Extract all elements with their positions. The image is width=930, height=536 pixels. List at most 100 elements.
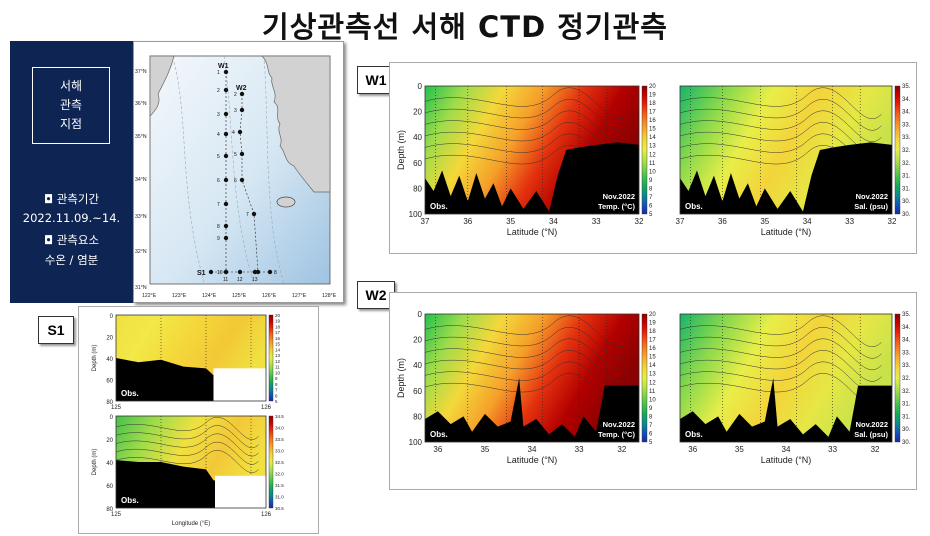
colorbar-label: 31.5 — [902, 402, 910, 408]
y-tick-label: 0 — [418, 310, 423, 319]
y-tick-label: 60 — [106, 379, 113, 385]
colorbar-label: 32.0 — [275, 472, 284, 477]
colorbar-label: 30.0 — [902, 440, 910, 446]
station-label-box: 서해 관측 지점 — [32, 67, 110, 144]
colorbar-label: 12 — [649, 380, 656, 386]
y-tick-label: 60 — [413, 159, 422, 168]
colorbar-label: 14 — [649, 135, 656, 141]
colorbar-label: 13 — [275, 353, 281, 358]
s1-temp-section: 201918171615141312111098765020406080Dept… — [92, 313, 281, 411]
contour-line — [115, 425, 259, 448]
w1-station — [223, 111, 229, 117]
colorbar-label: 31.0 — [275, 495, 284, 500]
contour-line — [679, 315, 882, 348]
w2-station-number: 6 — [234, 178, 237, 184]
s1-station-number: 13 — [252, 277, 258, 283]
colorbar-label: 31.5 — [902, 174, 910, 180]
w2-sal-section: 35.0 34.5 34.0 33.5 33.0 32.5 32.0 31.5 31.0 30.5… — [679, 312, 910, 465]
elements-label: ◘ 관측요소 — [43, 233, 100, 247]
contour-line — [679, 338, 882, 371]
w2-station-number: 2 — [234, 92, 237, 98]
w2-temp-section: 20 19 18 17 16 15 14 13 12 11 10 9 8 7 6 5 0 20 40 60 80 100 D… — [397, 310, 656, 465]
s1-map-label: S1 — [197, 270, 206, 277]
x-tick-label: 33 — [845, 217, 854, 226]
x-tick-label: 33 — [828, 445, 837, 454]
w1-station — [223, 235, 229, 241]
colorbar-label: 33.5 — [902, 122, 910, 128]
w1-station-number: 4 — [217, 132, 220, 138]
colorbar-label: 9 — [275, 376, 278, 381]
station-map: 37°N 36°N 35°N 34°N 33°N 32°N 31°N 122°E 123°E 12… — [133, 41, 344, 303]
contour-line — [424, 327, 629, 359]
period-label: ◘ 관측기간 — [43, 192, 100, 206]
colorbar — [894, 313, 901, 443]
colorbar-label: 20 — [275, 313, 281, 318]
colorbar-label: 9 — [649, 406, 653, 412]
w2-label: W2 — [357, 281, 395, 309]
w1-station — [223, 87, 229, 93]
w1-station-number: 3 — [217, 112, 220, 118]
colorbar-label: 31.5 — [275, 483, 284, 488]
colorbar-label: 11 — [649, 161, 656, 167]
w1-map-label: W1 — [218, 63, 229, 70]
y-tick-label: 60 — [413, 387, 422, 396]
colorbar-label: 30.0 — [902, 212, 910, 218]
x-tick-label: 125 — [111, 405, 122, 411]
map-lon-label: 126°E — [262, 293, 277, 299]
w1-station — [223, 153, 229, 159]
colorbar-label: 16 — [649, 346, 656, 352]
colorbar-label: 20 — [649, 84, 656, 90]
w2-station — [239, 151, 245, 157]
colorbar-label: 31.0 — [902, 186, 910, 192]
colorbar-label: 17 — [275, 330, 281, 335]
map-lat-label: 32°N — [135, 249, 147, 255]
colorbar-label: 30.5 — [902, 199, 910, 205]
contour-line — [115, 433, 259, 457]
contour-line — [424, 110, 629, 143]
colorbar-label: 7 — [649, 195, 653, 201]
contour-line — [679, 327, 882, 359]
w2-station — [239, 107, 245, 113]
colorbar-label: 18 — [649, 329, 656, 335]
colorbar-label: 8 — [275, 382, 278, 387]
map-lon-label: 125°E — [232, 293, 247, 299]
colorbar-label: 10 — [649, 397, 656, 403]
map-lon-label: 122°E — [142, 293, 157, 299]
colorbar-label: 10 — [275, 370, 281, 375]
w1-station — [223, 69, 229, 75]
bathymetry-contour — [223, 55, 255, 285]
y-tick-label: 20 — [413, 108, 422, 117]
x-tick-label: 34 — [782, 445, 791, 454]
x-tick-label: 126 — [261, 512, 272, 518]
obs-label: Obs. — [121, 389, 139, 398]
colorbar-label: 12 — [275, 359, 281, 364]
info-panel: 서해 관측 지점 ◘ 관측기간 2022.11.09.~14. ◘ 관측요소 수… — [10, 41, 133, 303]
w2-station — [239, 91, 245, 97]
colorbar-label: 33.0 — [275, 449, 284, 454]
w1-station-number: 6 — [217, 178, 220, 184]
x-axis-label: Latitude (°N) — [507, 227, 558, 237]
x-tick-label: 35 — [480, 445, 489, 454]
date-label: Nov.2022 — [603, 192, 635, 201]
s1-station — [237, 269, 243, 275]
map-lon-label: 127°E — [292, 293, 307, 299]
contour-line — [679, 87, 882, 120]
period-value: 2022.11.09.~14. — [22, 211, 121, 225]
date-label: Nov.2022 — [236, 491, 263, 497]
obs-label: Obs. — [430, 202, 448, 211]
colorbar-label: 32.0 — [902, 389, 910, 395]
w1-station — [223, 201, 229, 207]
colorbar-label: 32.5 — [902, 148, 910, 154]
contour-line — [115, 441, 259, 465]
x-axis-label: Latitude (°N) — [761, 227, 812, 237]
x-tick-label: 36 — [433, 445, 442, 454]
colorbar-label: 16 — [649, 118, 656, 124]
y-tick-label: 40 — [106, 461, 113, 467]
x-tick-label: 36 — [688, 445, 697, 454]
s1-station-number: 11 — [223, 277, 228, 283]
y-tick-label: 60 — [106, 484, 113, 490]
w2-station-number: 4 — [232, 130, 235, 136]
w2-station-number: 3 — [234, 108, 237, 114]
section-frame — [679, 85, 893, 215]
x-axis-label: Latitude (°N) — [761, 455, 812, 465]
